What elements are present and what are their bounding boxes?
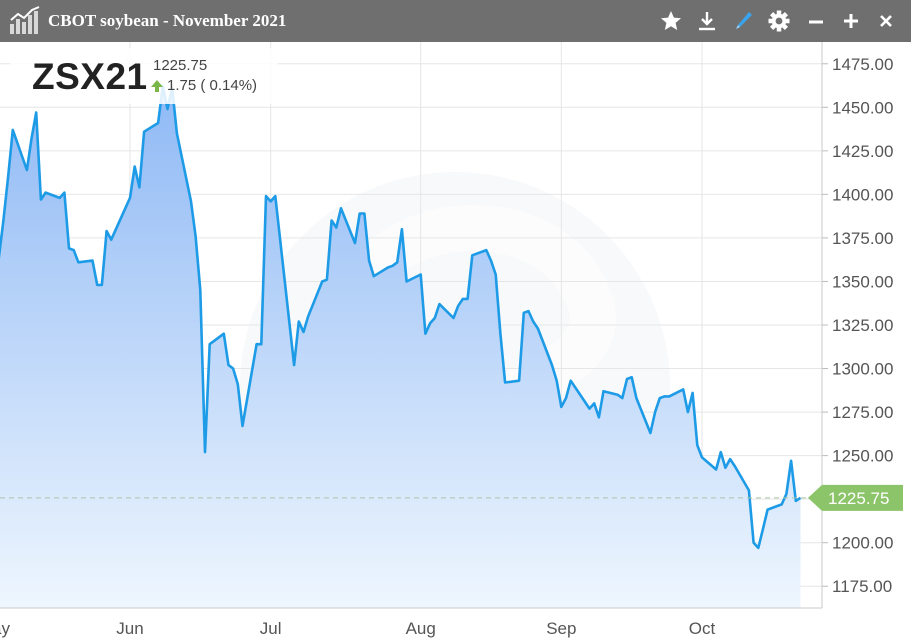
y-tick-label: 1350.00: [832, 272, 893, 291]
x-tick-label: ay: [0, 619, 10, 638]
pen-icon[interactable]: [730, 8, 756, 34]
window-title: CBOT soybean - November 2021: [48, 11, 287, 30]
close-icon[interactable]: [873, 8, 899, 34]
x-tick-label: Jul: [260, 619, 282, 638]
chart-app-icon: [8, 6, 42, 36]
add-icon[interactable]: [838, 8, 864, 34]
y-tick-label: 1200.00: [832, 534, 893, 553]
y-tick-label: 1375.00: [832, 229, 893, 248]
y-tick-label: 1425.00: [832, 142, 893, 161]
star-icon[interactable]: [658, 8, 684, 34]
up-arrow-icon: [151, 80, 163, 93]
y-tick-label: 1325.00: [832, 316, 893, 335]
price-chart[interactable]: 1175.001200.001225.001250.001275.001300.…: [0, 42, 911, 644]
y-tick-label: 1250.00: [832, 447, 893, 466]
y-tick-label: 1175.00: [832, 577, 892, 596]
y-tick-label: 1400.00: [832, 185, 893, 204]
x-tick-label: Jun: [116, 619, 143, 638]
symbol-label: ZSX21: [32, 56, 148, 97]
change-row: 1.75 ( 0.14%): [151, 77, 257, 94]
download-icon[interactable]: [694, 8, 720, 34]
y-tick-label: 1475.00: [832, 55, 893, 74]
price-area: [0, 86, 801, 608]
y-tick-label: 1300.00: [832, 360, 893, 379]
y-tick-label: 1275.00: [832, 403, 893, 422]
quote-box: ZSX21 1225.75 1.75 ( 0.14%): [10, 48, 278, 104]
y-tick-label: 1450.00: [832, 98, 893, 117]
gear-icon[interactable]: [766, 8, 792, 34]
price-line: [0, 85, 802, 550]
price-change: 1.75 ( 0.14%): [167, 77, 258, 94]
x-tick-label: Oct: [689, 619, 716, 638]
title-bar[interactable]: CBOT soybean - November 2021: [0, 0, 911, 42]
last-price-tag-label: 1225.75: [828, 489, 889, 508]
last-price: 1225.75: [153, 57, 208, 74]
x-tick-label: Sep: [546, 619, 576, 638]
minimize-icon[interactable]: [803, 8, 829, 34]
x-tick-label: Aug: [406, 619, 436, 638]
last-price-tag: [808, 484, 903, 511]
